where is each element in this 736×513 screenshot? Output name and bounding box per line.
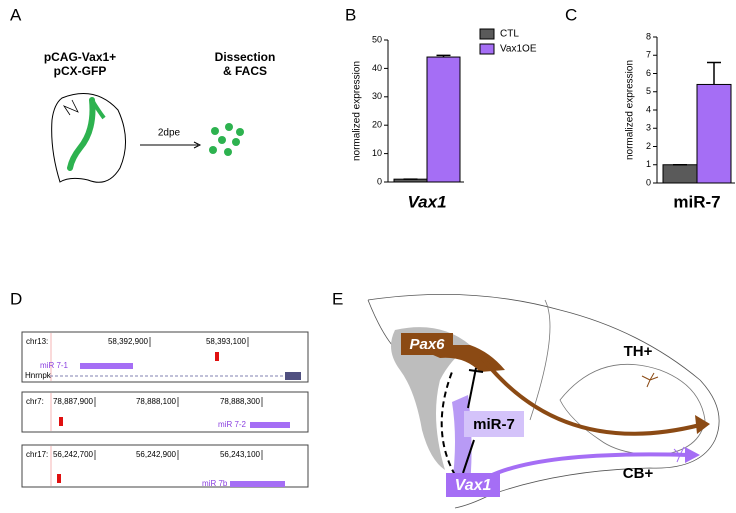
- error-bar: [707, 61, 721, 85]
- y-tick-label: 3: [646, 123, 651, 133]
- vax1-box: [446, 473, 500, 497]
- y-tick-label: 0: [377, 176, 382, 186]
- coordinate: 58,393,100: [206, 337, 247, 346]
- y-tick-label: 8: [646, 31, 651, 41]
- gene-bar: [230, 481, 285, 487]
- track-box: [21, 444, 309, 488]
- arrow-head: [193, 141, 202, 149]
- bar: [426, 56, 461, 183]
- repression: [467, 367, 477, 409]
- arrow-head: [695, 415, 710, 434]
- repression: [440, 371, 456, 476]
- brain-outline: [51, 93, 126, 183]
- th: TH+: [624, 343, 653, 360]
- snp: [215, 352, 219, 361]
- panel-label: C: [565, 5, 577, 24]
- coordinate: 56,243,100: [220, 450, 261, 459]
- panel-label: B: [345, 5, 356, 24]
- brain-outline: [559, 363, 706, 456]
- legend-swatch: [479, 28, 495, 40]
- error-bar: [436, 54, 451, 58]
- step: & FACS: [223, 64, 267, 78]
- region: [452, 395, 472, 485]
- gene-bar: [250, 422, 290, 428]
- host-exon: [285, 372, 301, 380]
- coordinate: 78,887,900: [53, 397, 94, 406]
- y-tick-label: 7: [646, 50, 651, 60]
- panel-label: A: [10, 5, 22, 24]
- y-tick-label: 0: [646, 177, 651, 187]
- construct: pCX-GFP: [54, 64, 107, 78]
- y-axis-label: normalized expression: [352, 61, 363, 161]
- arrow-label: 2dpe: [158, 128, 181, 139]
- panel-label: D: [10, 289, 22, 308]
- y-tick-label: 6: [646, 68, 651, 78]
- y-tick-label: 1: [646, 159, 651, 169]
- gene: miR 7-2: [218, 420, 247, 429]
- brain-outline: [529, 299, 551, 421]
- vax1: Vax1: [455, 477, 492, 494]
- pax6-arrow: [478, 353, 701, 436]
- chrom: chr7:: [26, 397, 44, 406]
- coordinate: 56,242,900: [136, 450, 177, 459]
- cb: CB+: [623, 465, 654, 482]
- y-tick-label: 40: [372, 63, 382, 73]
- gene: miR 7-1: [40, 361, 69, 370]
- y-tick-label: 30: [372, 91, 382, 101]
- y-axis-label: normalized expression: [625, 60, 636, 160]
- brain-outline: [367, 293, 720, 509]
- cb-neuron: [673, 446, 685, 463]
- gene: miR 7b: [202, 479, 228, 488]
- gfp-region: [67, 97, 96, 171]
- y-tick-label: 2: [646, 141, 651, 151]
- bar: [696, 83, 732, 184]
- legend-label: Vax1OE: [500, 44, 537, 55]
- y-tick-label: 10: [372, 148, 382, 158]
- y-tick-label: 50: [372, 34, 382, 44]
- electrode: [62, 99, 79, 116]
- mir7: miR-7: [473, 416, 515, 433]
- y-tick-label: 5: [646, 86, 651, 96]
- y-tick-label: 4: [646, 104, 651, 114]
- th-neuron: [641, 372, 659, 388]
- panel-label: E: [332, 289, 343, 308]
- chrom: chr13:: [26, 337, 48, 346]
- legend-label: CTL: [500, 29, 519, 40]
- arrow-head: [685, 447, 700, 463]
- snp: [57, 474, 61, 483]
- coordinate: 78,888,300: [220, 397, 261, 406]
- step: Dissection: [215, 50, 276, 64]
- host-gene: Hnrnpk: [25, 371, 52, 380]
- vax1-arrow: [473, 452, 691, 487]
- coordinate: 58,392,900: [108, 337, 149, 346]
- pax6: Pax6: [409, 336, 445, 353]
- mir7-box: [464, 411, 524, 437]
- y-tick-label: 20: [372, 120, 382, 130]
- repression: [468, 369, 484, 373]
- coordinate: 56,242,700: [53, 450, 94, 459]
- chrom: chr17:: [26, 450, 48, 459]
- legend-swatch: [479, 43, 495, 55]
- activation: [462, 439, 475, 474]
- pax6-box: [401, 333, 453, 355]
- coordinate: 78,888,100: [136, 397, 177, 406]
- gfp-region: [90, 98, 106, 120]
- track-box: [21, 331, 309, 383]
- construct: pCAG-Vax1+: [44, 50, 116, 64]
- x-label: Vax1: [407, 192, 446, 211]
- snp: [59, 417, 63, 426]
- x-label: miR-7: [673, 192, 720, 211]
- bar: [662, 164, 698, 184]
- region: [391, 327, 470, 470]
- cells: [209, 123, 244, 156]
- gene-bar: [80, 363, 133, 369]
